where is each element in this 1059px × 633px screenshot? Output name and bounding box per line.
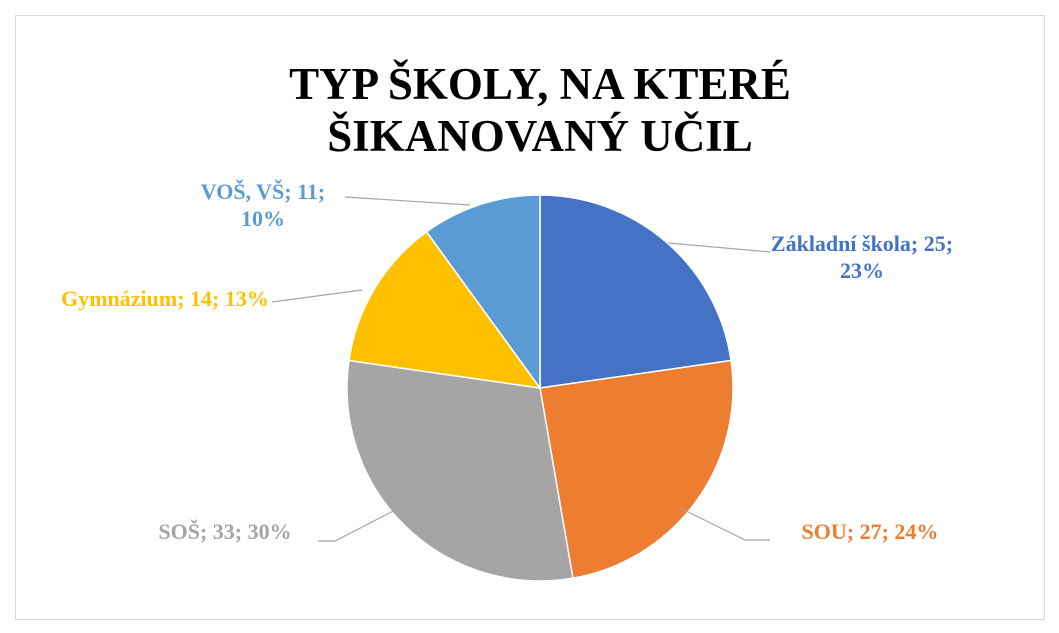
pie-slice — [539, 194, 732, 389]
leader-line — [667, 242, 771, 253]
data-label: Základní škola; 25; 23% — [770, 231, 954, 283]
leader-line — [344, 196, 471, 206]
data-label: SOU; 27; 24% — [801, 519, 939, 544]
leader-line — [679, 507, 770, 541]
pie-slice — [346, 359, 574, 582]
data-label: SOŠ; 33; 30% — [158, 519, 292, 544]
pie-slice — [348, 230, 542, 389]
pie-slice — [539, 359, 734, 580]
leader-line — [271, 289, 363, 303]
pie-slice — [425, 194, 541, 391]
data-label: Gymnázium; 14; 13% — [61, 286, 269, 311]
chart-area — [15, 15, 1045, 620]
leader-line — [318, 504, 406, 542]
chart-title: TYP ŠKOLY, NA KTERÉ ŠIKANOVANÝ UČIL — [289, 59, 791, 161]
data-label: VOŠ, VŠ; 11; 10% — [200, 179, 326, 231]
